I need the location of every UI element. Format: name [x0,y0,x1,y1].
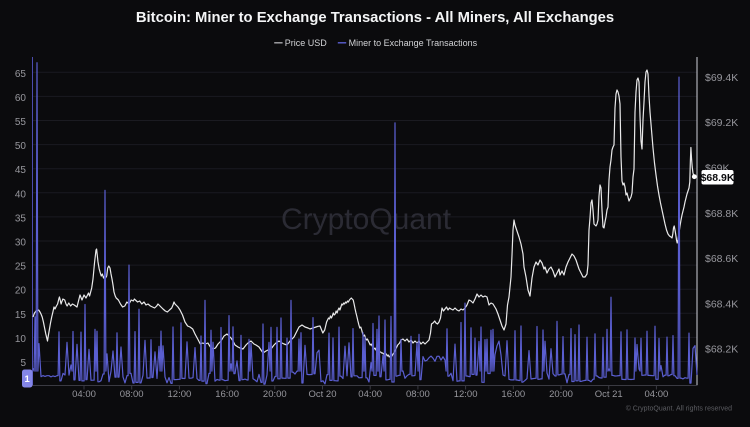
svg-text:50: 50 [15,141,27,152]
svg-text:$68.8K: $68.8K [705,208,738,220]
svg-text:$68.9K: $68.9K [701,172,735,184]
svg-text:Miner to Exchange Transactions: Miner to Exchange Transactions [349,38,478,48]
svg-text:12:00: 12:00 [454,389,478,400]
svg-text:10: 10 [15,334,27,345]
svg-text:1: 1 [25,374,31,385]
svg-text:5: 5 [20,358,26,369]
svg-text:$69.2K: $69.2K [705,117,738,129]
svg-text:30: 30 [15,238,27,249]
svg-text:15: 15 [15,310,27,321]
svg-text:40: 40 [15,189,27,200]
svg-text:© CryptoQuant. All rights rese: © CryptoQuant. All rights reserved [626,405,732,413]
svg-text:$68.4K: $68.4K [705,298,738,310]
svg-text:Price USD: Price USD [285,38,328,48]
svg-text:55: 55 [15,117,27,128]
svg-text:20:00: 20:00 [549,389,573,400]
svg-text:20: 20 [15,286,27,297]
svg-text:16:00: 16:00 [215,389,239,400]
svg-text:Oct 20: Oct 20 [309,389,337,400]
svg-text:12:00: 12:00 [168,389,192,400]
svg-text:08:00: 08:00 [406,389,430,400]
svg-text:08:00: 08:00 [120,389,144,400]
svg-text:04:00: 04:00 [645,389,669,400]
svg-text:Bitcoin: Miner to Exchange Tra: Bitcoin: Miner to Exchange Transactions … [136,10,614,26]
svg-text:16:00: 16:00 [501,389,525,400]
svg-text:Oct 21: Oct 21 [595,389,623,400]
svg-text:45: 45 [15,165,27,176]
svg-text:35: 35 [15,213,27,224]
svg-text:60: 60 [15,93,27,104]
svg-text:04:00: 04:00 [72,389,96,400]
svg-text:$68.2K: $68.2K [705,344,738,356]
svg-text:25: 25 [15,262,27,273]
svg-text:20:00: 20:00 [263,389,287,400]
svg-text:$68.6K: $68.6K [705,253,738,265]
svg-text:CryptoQuant: CryptoQuant [281,203,452,236]
svg-text:65: 65 [15,69,27,80]
svg-text:$69.4K: $69.4K [705,72,738,84]
svg-text:04:00: 04:00 [358,389,382,400]
